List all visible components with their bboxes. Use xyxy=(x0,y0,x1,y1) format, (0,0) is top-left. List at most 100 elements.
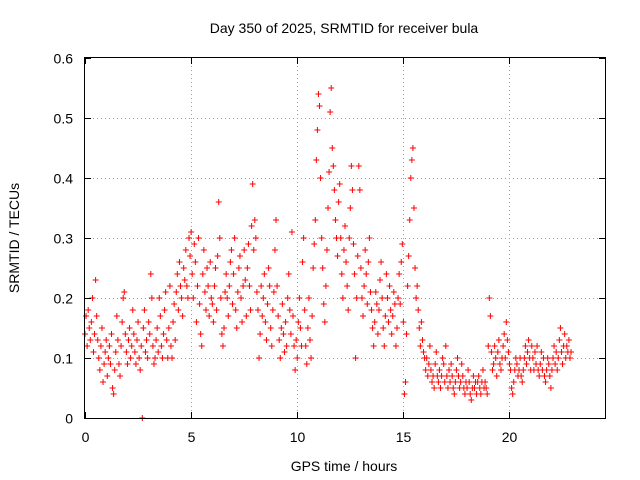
data-point xyxy=(495,337,502,343)
data-point xyxy=(328,85,335,91)
data-point xyxy=(214,253,221,259)
y-tick-label: 0 xyxy=(65,411,73,427)
data-point xyxy=(135,319,142,325)
data-point xyxy=(260,295,267,301)
data-point xyxy=(188,229,195,235)
data-point xyxy=(363,271,370,277)
data-point xyxy=(148,295,155,301)
data-point xyxy=(491,343,498,349)
data-point xyxy=(392,343,399,349)
data-point xyxy=(152,355,159,361)
data-point xyxy=(468,397,475,403)
data-point xyxy=(553,349,560,355)
data-point xyxy=(353,295,360,301)
data-point xyxy=(454,355,461,361)
data-point xyxy=(546,373,553,379)
data-point xyxy=(432,361,439,367)
data-point xyxy=(84,343,91,349)
data-point xyxy=(362,247,369,253)
data-point xyxy=(492,355,499,361)
data-point xyxy=(261,271,268,277)
data-point xyxy=(379,295,386,301)
data-point xyxy=(235,265,242,271)
data-point xyxy=(264,301,271,307)
data-point xyxy=(183,283,190,289)
data-point xyxy=(316,103,323,109)
data-point xyxy=(117,373,124,379)
data-point xyxy=(173,289,180,295)
data-point xyxy=(216,235,223,241)
data-point xyxy=(101,361,108,367)
data-point xyxy=(504,337,511,343)
data-point xyxy=(368,307,375,313)
data-point xyxy=(547,385,554,391)
data-point xyxy=(373,301,380,307)
data-point xyxy=(305,295,312,301)
data-point xyxy=(267,325,274,331)
data-point xyxy=(351,271,358,277)
data-point xyxy=(137,367,144,373)
data-point xyxy=(138,343,145,349)
data-point xyxy=(244,265,251,271)
data-point xyxy=(219,343,226,349)
data-point xyxy=(245,241,252,247)
data-point xyxy=(396,271,403,277)
data-point xyxy=(87,337,94,343)
data-point xyxy=(290,313,296,319)
data-point xyxy=(561,331,568,337)
data-point xyxy=(312,217,319,223)
data-point xyxy=(483,385,490,391)
data-point xyxy=(311,241,318,247)
data-point xyxy=(249,181,256,187)
data-point xyxy=(479,367,486,373)
data-point xyxy=(140,325,147,331)
data-point xyxy=(403,331,410,337)
data-point xyxy=(221,325,228,331)
data-point xyxy=(508,385,515,391)
data-point xyxy=(402,379,409,385)
data-point xyxy=(453,367,460,373)
data-point xyxy=(297,325,304,331)
data-point xyxy=(96,367,103,373)
data-point xyxy=(112,349,119,355)
data-point xyxy=(118,343,125,349)
data-point xyxy=(125,337,132,343)
data-point xyxy=(270,289,277,295)
data-point xyxy=(318,235,325,241)
x-axis-label: GPS time / hours xyxy=(291,458,398,474)
data-point xyxy=(531,349,538,355)
data-point xyxy=(419,337,426,343)
data-point xyxy=(153,337,160,343)
data-point xyxy=(286,307,293,313)
data-point xyxy=(330,163,337,169)
data-point xyxy=(563,343,570,349)
y-tick-label: 0.2 xyxy=(54,291,74,307)
data-point xyxy=(266,283,273,289)
data-point xyxy=(325,205,332,211)
data-point xyxy=(442,343,449,349)
data-point xyxy=(510,379,517,385)
data-point xyxy=(425,361,432,367)
data-point xyxy=(165,325,172,331)
data-point xyxy=(350,241,357,247)
data-point xyxy=(377,277,384,283)
data-point xyxy=(169,355,176,361)
data-point xyxy=(449,373,456,379)
data-point xyxy=(464,385,471,391)
data-point xyxy=(176,259,183,265)
data-point xyxy=(251,217,258,223)
data-point xyxy=(437,385,444,391)
data-point xyxy=(143,337,150,343)
data-point xyxy=(274,283,281,289)
data-point xyxy=(240,283,247,289)
data-point xyxy=(144,355,151,361)
data-point xyxy=(556,337,563,343)
data-point xyxy=(391,301,398,307)
data-point xyxy=(302,343,309,349)
data-point xyxy=(385,319,392,325)
data-point xyxy=(523,361,530,367)
data-point xyxy=(347,205,354,211)
data-point xyxy=(390,289,397,295)
data-point xyxy=(404,283,411,289)
data-point xyxy=(104,373,111,379)
